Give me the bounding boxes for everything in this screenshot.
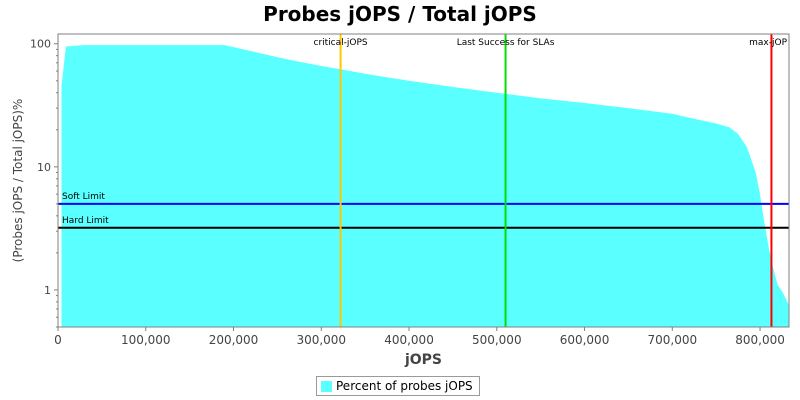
y-axis-label: (Probes jOPS / Total jOPS)% xyxy=(11,99,25,263)
x-axis-label: jOPS xyxy=(404,352,442,368)
chart-title: Probes jOPS / Total jOPS xyxy=(263,2,537,26)
vmarker-label-2: max-jOP xyxy=(749,38,787,48)
area-series-percent-of-probes xyxy=(61,45,789,327)
vmarker-label-1: Last Success for SLAs xyxy=(457,38,555,48)
x-tick-label-0: 0 xyxy=(54,333,62,347)
legend-swatch-icon xyxy=(321,380,332,392)
x-tick-label-3: 300,000 xyxy=(296,333,346,347)
x-tick-label-5: 500,000 xyxy=(472,333,522,347)
y-tick-label-0: 1 xyxy=(44,284,51,297)
x-tick-label-8: 800,000 xyxy=(735,333,785,347)
x-tick-label-4: 400,000 xyxy=(384,333,434,347)
vmarker-label-0: critical-jOPS xyxy=(314,38,368,48)
x-tick-label-1: 100,000 xyxy=(121,333,171,347)
hmarker-label-1: Hard Limit xyxy=(62,216,109,226)
hmarker-label-0: Soft Limit xyxy=(62,192,105,202)
x-tick-label-2: 200,000 xyxy=(209,333,259,347)
y-tick-label-1: 10 xyxy=(37,161,51,174)
legend-label: Percent of probes jOPS xyxy=(336,379,473,393)
chart-legend: Percent of probes jOPS xyxy=(316,376,480,396)
plot-border xyxy=(57,33,790,328)
x-tick-label-6: 600,000 xyxy=(560,333,610,347)
y-tick-label-2: 100 xyxy=(30,38,51,51)
x-tick-label-7: 700,000 xyxy=(647,333,697,347)
